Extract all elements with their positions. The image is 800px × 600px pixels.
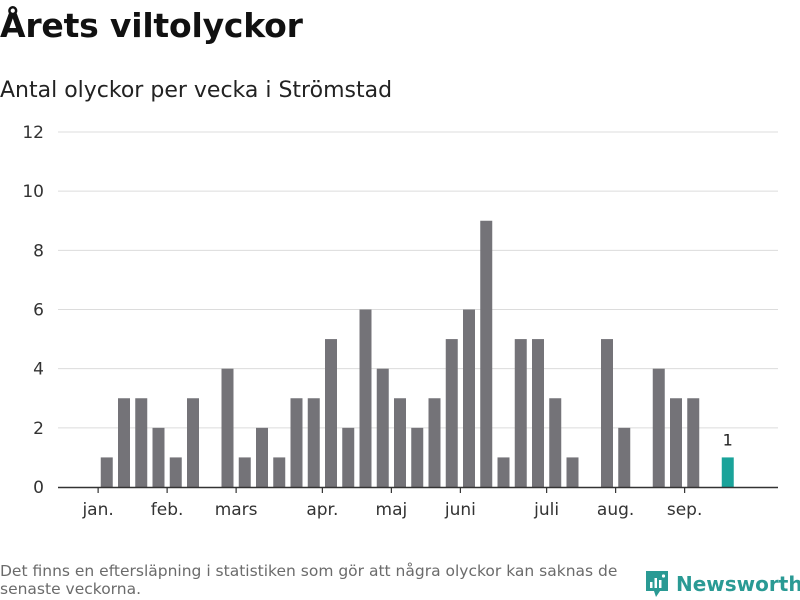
brand-name: Newsworthy [676,572,800,596]
bar [497,457,510,487]
chart-subtitle: Antal olyckor per vecka i Strömstad [0,78,393,103]
bar [307,398,320,487]
brand-logo: Newsworthy [644,568,800,600]
x-tick-label: juli [533,500,559,520]
y-tick-label: 6 [33,301,44,321]
bar [290,398,303,487]
bar [238,457,251,487]
x-tick-label: aug. [597,500,634,520]
data-label: 1 [723,430,733,449]
bar [428,398,441,487]
bar [342,427,355,487]
bar [187,398,199,487]
bar [445,339,458,487]
x-tick-label: apr. [306,500,338,520]
bar [618,427,631,487]
y-tick-label: 10 [22,182,44,202]
x-tick-label: jan. [81,500,113,520]
bar [463,309,475,487]
bar [169,457,182,487]
chart-title: Årets viltolyckor [0,6,303,45]
x-tick-label: maj [376,500,408,520]
bar [152,427,165,487]
bar [325,339,337,487]
bar [549,398,562,487]
bar [652,368,665,487]
newsworthy-logo-icon [646,571,668,597]
y-tick-label: 2 [33,419,44,439]
bar [273,457,286,487]
bar-chart: 0 2 4 6 8 10 12 1 jan. feb. mars apr. maj juni juli aug… [22,123,778,520]
bar [514,339,527,487]
x-tick-label: sep. [667,500,703,520]
bar [256,427,268,487]
y-tick-label: 4 [33,360,44,380]
bar [135,398,148,487]
footnote: Det finns en eftersläpning i statistiken… [0,562,618,598]
bar [670,398,682,487]
bar [118,398,130,487]
bar [394,398,406,487]
y-tick-label: 0 [33,478,44,498]
bar [376,368,389,487]
x-tick-label: feb. [151,500,184,520]
bar [532,339,544,487]
y-tick-label: 8 [33,241,44,261]
bar [411,427,424,487]
bar [601,339,613,487]
bar [359,309,372,487]
bar [480,220,493,487]
bar [100,457,113,487]
x-tick-label: juni [444,500,476,520]
bar [221,368,234,487]
highlight-bar [721,457,734,487]
x-tick-label: mars [215,500,258,520]
bar [687,398,700,487]
y-tick-label: 12 [22,123,44,143]
bar [566,457,579,487]
